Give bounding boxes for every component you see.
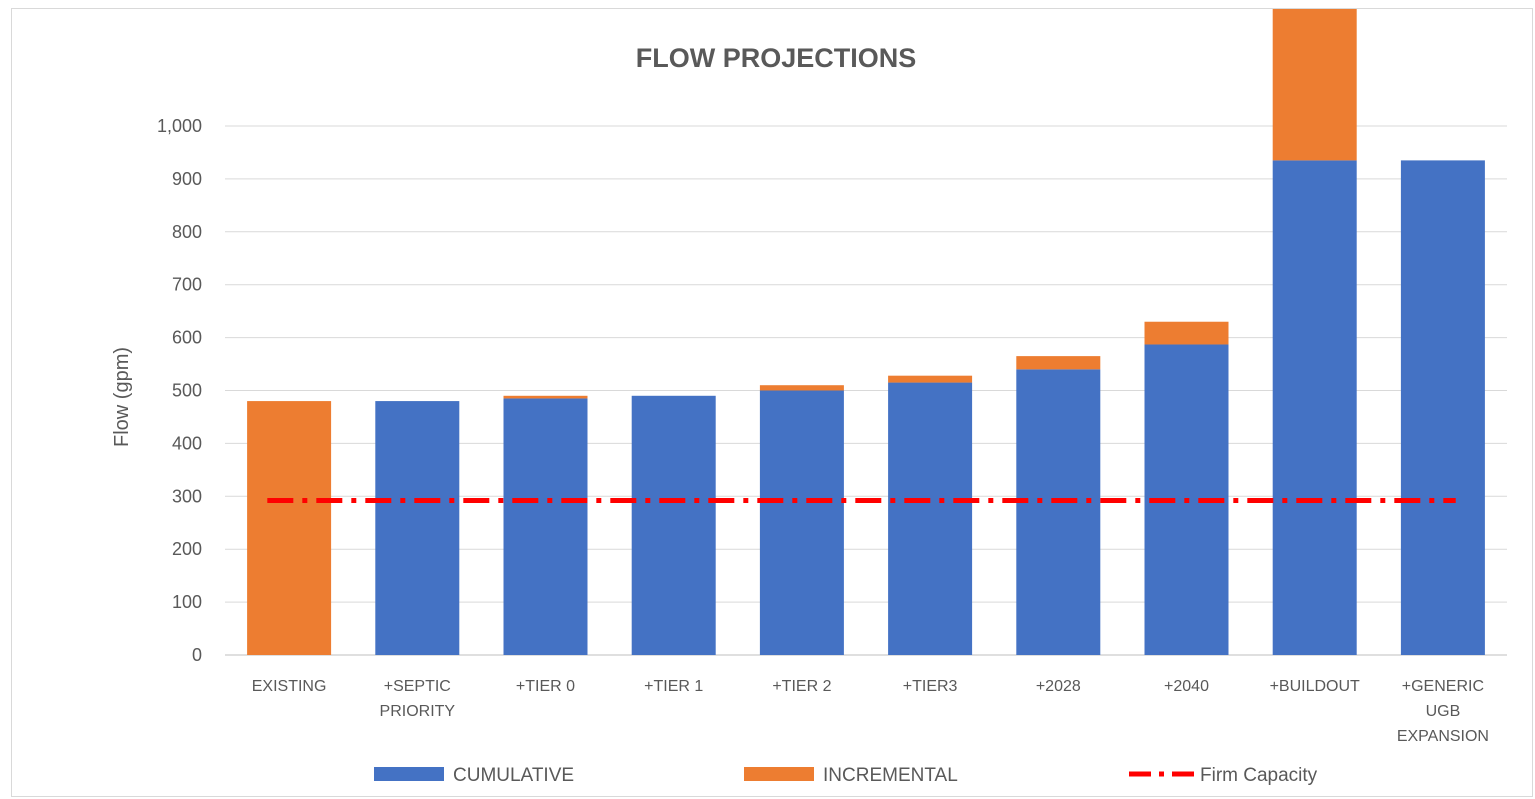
bar-incremental <box>247 401 331 655</box>
chart-svg: FLOW PROJECTIONS Flow (gpm) 0 100 200 300 40… <box>12 9 1534 798</box>
y-tick-label: 600 <box>172 328 202 348</box>
bar-cumulative <box>632 396 716 655</box>
y-axis-label: Flow (gpm) <box>111 347 133 447</box>
bar-incremental <box>1145 322 1229 345</box>
y-tick-label: 800 <box>172 222 202 242</box>
y-tick-label: 300 <box>172 486 202 506</box>
legend-swatch <box>744 767 814 781</box>
bar-incremental <box>760 385 844 390</box>
x-tick-label: +SEPTIC <box>384 678 451 695</box>
legend-label: INCREMENTAL <box>823 765 958 786</box>
bar-incremental <box>1016 356 1100 369</box>
x-tick-label: EXISTING <box>252 678 327 695</box>
x-tick-label: +BUILDOUT <box>1270 678 1360 695</box>
y-tick-label: 700 <box>172 275 202 295</box>
x-tick-label: +GENERIC <box>1402 678 1484 695</box>
bar-cumulative <box>504 398 588 655</box>
bar-cumulative <box>1016 369 1100 655</box>
y-tick-label: 400 <box>172 433 202 453</box>
legend-item-cumulative: CUMULATIVE <box>374 765 574 786</box>
y-tick-label: 1,000 <box>157 116 202 136</box>
x-tick-label: +2040 <box>1164 678 1209 695</box>
legend-label: Firm Capacity <box>1200 765 1318 786</box>
x-axis: EXISTING +SEPTIC PRIORITY +TIER 0 +TIER 1 +TI… <box>252 678 1489 745</box>
chart-frame: FLOW PROJECTIONS Flow (gpm) 0 100 200 300 40… <box>11 8 1533 797</box>
bar-incremental <box>1273 9 1357 160</box>
legend-item-incremental: INCREMENTAL <box>744 765 958 786</box>
y-tick-label: 0 <box>192 645 202 665</box>
y-tick-label: 200 <box>172 539 202 559</box>
x-tick-label: PRIORITY <box>380 703 456 720</box>
bar-cumulative <box>888 383 972 655</box>
legend-swatch <box>374 767 444 781</box>
legend: CUMULATIVE INCREMENTAL Firm Capacity <box>374 765 1318 786</box>
bar-cumulative <box>375 401 459 655</box>
bar-cumulative <box>760 391 844 656</box>
bar-cumulative <box>1273 160 1357 655</box>
x-tick-label: EXPANSION <box>1397 728 1489 745</box>
x-tick-label: +TIER 0 <box>516 678 575 695</box>
x-tick-label: UGB <box>1426 703 1461 720</box>
bar-cumulative <box>1401 160 1485 655</box>
legend-label: CUMULATIVE <box>453 765 574 786</box>
y-tick-label: 900 <box>172 169 202 189</box>
x-tick-label: +TIER3 <box>903 678 958 695</box>
x-tick-label: +TIER 1 <box>644 678 703 695</box>
bar-incremental <box>504 396 588 399</box>
bar-incremental <box>888 376 972 383</box>
x-tick-label: +2028 <box>1036 678 1081 695</box>
y-tick-label: 100 <box>172 592 202 612</box>
chart-title: FLOW PROJECTIONS <box>636 43 917 73</box>
x-tick-label: +TIER 2 <box>772 678 831 695</box>
y-tick-label: 500 <box>172 381 202 401</box>
bars <box>247 9 1485 655</box>
legend-item-firm-capacity: Firm Capacity <box>1129 765 1318 786</box>
